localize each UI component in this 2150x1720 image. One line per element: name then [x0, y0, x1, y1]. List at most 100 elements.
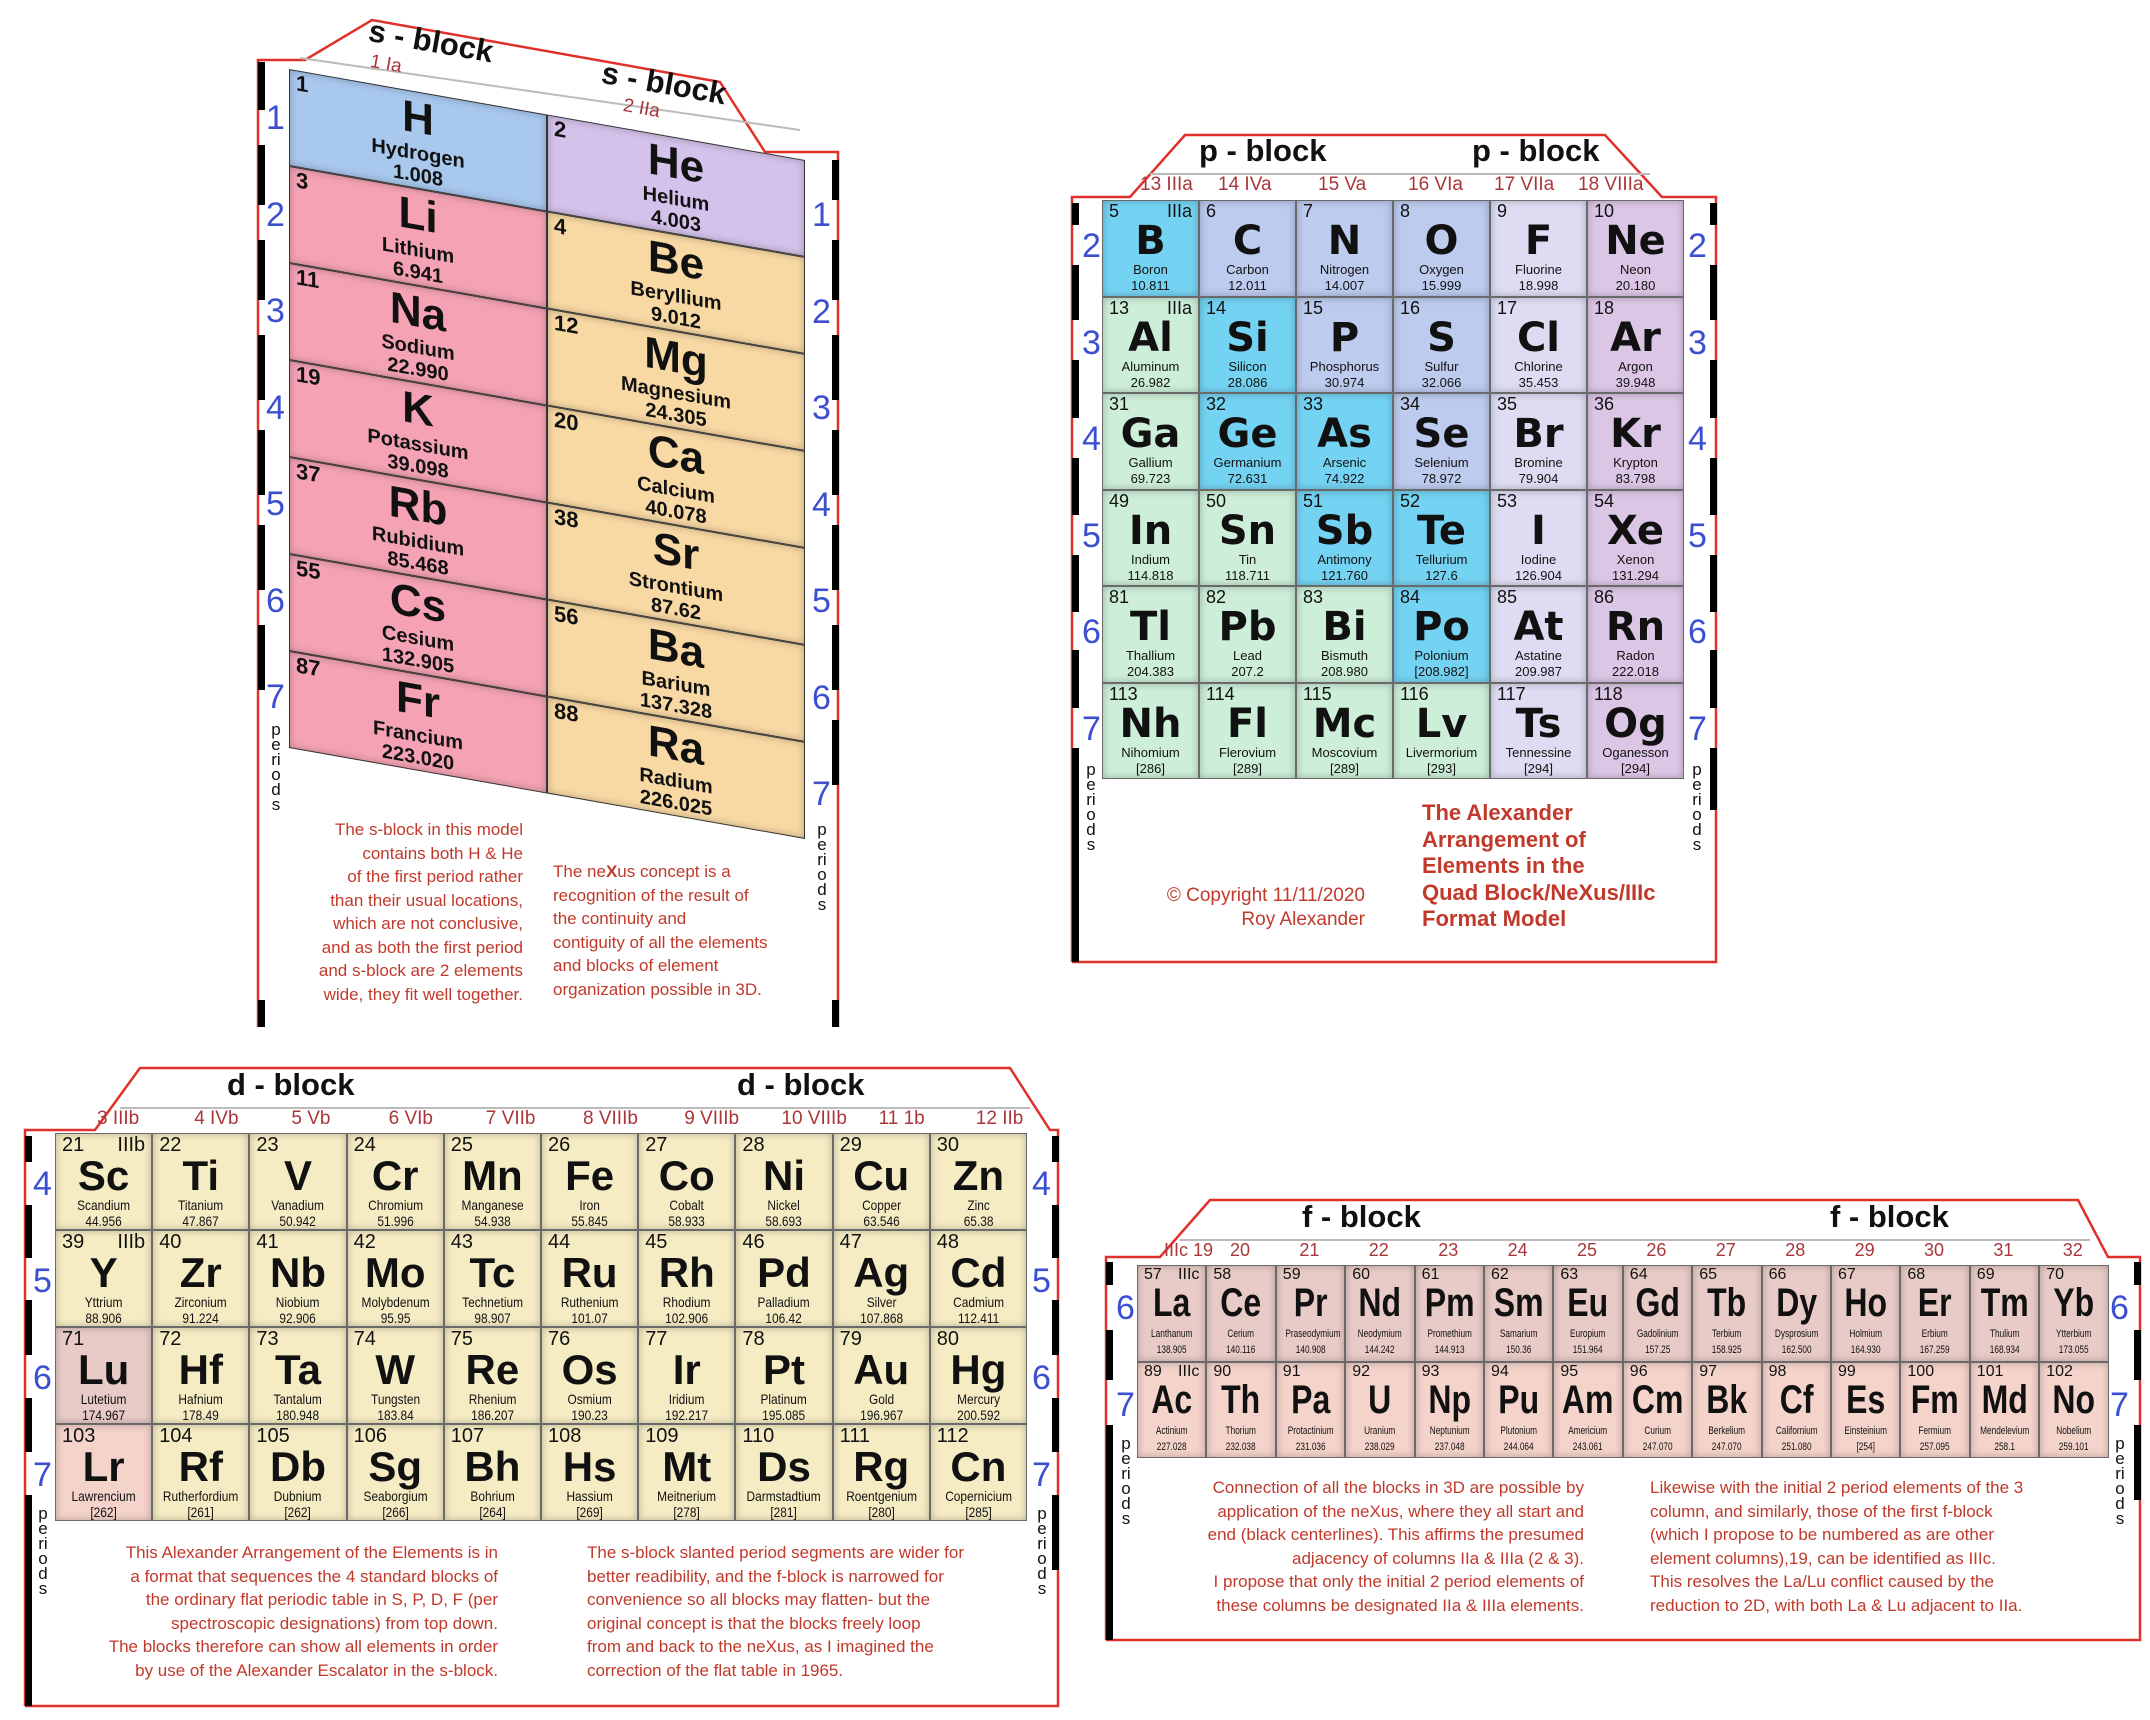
element-cell-no[interactable]: 102 No Nobelium 259.101 — [2039, 1361, 2109, 1458]
element-cell-yb[interactable]: 70 Yb Ytterbium 173.055 — [2039, 1265, 2109, 1362]
element-cell-ag[interactable]: 47 Ag Silver 107.868 — [832, 1230, 930, 1327]
element-cell-zn[interactable]: 30 Zn Zinc 65.38 — [929, 1133, 1027, 1230]
element-cell-ru[interactable]: 44 Ru Ruthenium 101.07 — [541, 1230, 639, 1327]
element-cell-eu[interactable]: 63 Eu Europium 151.964 — [1553, 1265, 1623, 1362]
element-cell-og[interactable]: 118 Og Oganesson [294] — [1587, 682, 1684, 779]
element-cell-pt[interactable]: 78 Pt Platinum 195.085 — [735, 1327, 833, 1424]
element-cell-ne[interactable]: 10 Ne Neon 20.180 — [1587, 200, 1684, 297]
element-cell-co[interactable]: 27 Co Cobalt 58.933 — [638, 1133, 736, 1230]
element-cell-nb[interactable]: 41 Nb Niobium 92.906 — [249, 1230, 347, 1327]
element-cell-xe[interactable]: 54 Xe Xenon 131.294 — [1587, 489, 1684, 586]
element-cell-rf[interactable]: 104 Rf Rutherfordium [261] — [152, 1424, 250, 1521]
element-cell-tm[interactable]: 69 Tm Thulium 168.934 — [1969, 1265, 2040, 1362]
element-cell-sn[interactable]: 50 Sn Tin 118.711 — [1199, 489, 1296, 586]
element-cell-rn[interactable]: 86 Rn Radon 222.018 — [1587, 586, 1684, 683]
element-cell-mt[interactable]: 109 Mt Meitnerium [278] — [638, 1424, 736, 1521]
element-cell-mc[interactable]: 115 Mc Moscovium [289] — [1296, 682, 1393, 779]
element-cell-sm[interactable]: 62 Sm Samarium 150.36 — [1484, 1265, 1554, 1362]
element-cell-hg[interactable]: 80 Hg Mercury 200.592 — [929, 1327, 1027, 1424]
element-cell-md[interactable]: 101 Md Mendelevium 258.1 — [1969, 1361, 2040, 1458]
element-cell-se[interactable]: 34 Se Selenium 78.972 — [1393, 393, 1490, 490]
element-cell-c[interactable]: 6 C Carbon 12.011 — [1199, 200, 1296, 297]
element-cell-bh[interactable]: 107 Bh Bohrium [264] — [443, 1424, 541, 1521]
element-cell-ce[interactable]: 58 Ce Cerium 140.116 — [1206, 1265, 1276, 1362]
element-cell-tb[interactable]: 65 Tb Terbium 158.925 — [1692, 1265, 1762, 1362]
element-cell-po[interactable]: 84 Po Polonium [208.982] — [1393, 586, 1490, 683]
element-cell-ge[interactable]: 32 Ge Germanium 72.631 — [1199, 393, 1296, 490]
element-cell-tl[interactable]: 81 Tl Thallium 204.383 — [1102, 586, 1199, 683]
element-cell-pm[interactable]: 61 Pm Promethium 144.913 — [1414, 1265, 1484, 1362]
element-cell-db[interactable]: 105 Db Dubnium [262] — [249, 1424, 347, 1521]
element-cell-te[interactable]: 52 Te Tellurium 127.6 — [1393, 489, 1490, 586]
element-cell-cl[interactable]: 17 Cl Chlorine 35.453 — [1490, 296, 1587, 393]
element-cell-in[interactable]: 49 In Indium 114.818 — [1102, 489, 1199, 586]
element-cell-f[interactable]: 9 F Fluorine 18.998 — [1490, 200, 1587, 297]
element-cell-tc[interactable]: 43 Tc Technetium 98.907 — [443, 1230, 541, 1327]
element-cell-am[interactable]: 95 Am Americium 243.061 — [1553, 1361, 1623, 1458]
element-cell-rg[interactable]: 111 Rg Roentgenium [280] — [832, 1424, 930, 1521]
element-cell-v[interactable]: 23 V Vanadium 50.942 — [249, 1133, 347, 1230]
element-cell-i[interactable]: 53 I Iodine 126.904 — [1490, 489, 1587, 586]
element-cell-cr[interactable]: 24 Cr Chromium 51.996 — [346, 1133, 444, 1230]
element-cell-fm[interactable]: 100 Fm Fermium 257.095 — [1900, 1361, 1970, 1458]
element-cell-ga[interactable]: 31 Ga Gallium 69.723 — [1102, 393, 1199, 490]
element-cell-ar[interactable]: 18 Ar Argon 39.948 — [1587, 296, 1684, 393]
element-cell-b[interactable]: 5 IIIa B Boron 10.811 — [1102, 200, 1199, 297]
element-cell-cn[interactable]: 112 Cn Copernicium [285] — [929, 1424, 1027, 1521]
element-cell-dy[interactable]: 66 Dy Dysprosium 162.500 — [1761, 1265, 1831, 1362]
element-cell-at[interactable]: 85 At Astatine 209.987 — [1490, 586, 1587, 683]
element-cell-rh[interactable]: 45 Rh Rhodium 102.906 — [638, 1230, 736, 1327]
element-cell-u[interactable]: 92 U Uranium 238.029 — [1345, 1361, 1415, 1458]
element-cell-o[interactable]: 8 O Oxygen 15.999 — [1393, 200, 1490, 297]
element-cell-cd[interactable]: 48 Cd Cadmium 112.411 — [929, 1230, 1027, 1327]
element-cell-bk[interactable]: 97 Bk Berkelium 247.070 — [1692, 1361, 1762, 1458]
element-cell-ti[interactable]: 22 Ti Titanium 47.867 — [152, 1133, 250, 1230]
element-cell-np[interactable]: 93 Np Neptunium 237.048 — [1414, 1361, 1484, 1458]
element-cell-s[interactable]: 16 S Sulfur 32.066 — [1393, 296, 1490, 393]
element-cell-ac[interactable]: 89 IIIc Ac Actinium 227.028 — [1137, 1361, 1207, 1458]
element-cell-mo[interactable]: 42 Mo Molybdenum 95.95 — [346, 1230, 444, 1327]
element-cell-nd[interactable]: 60 Nd Neodymium 144.242 — [1345, 1265, 1415, 1362]
element-cell-hs[interactable]: 108 Hs Hassium [269] — [541, 1424, 639, 1521]
element-cell-ni[interactable]: 28 Ni Nickel 58.693 — [735, 1133, 833, 1230]
element-cell-hf[interactable]: 72 Hf Hafnium 178.49 — [152, 1327, 250, 1424]
element-cell-er[interactable]: 68 Er Erbium 167.259 — [1900, 1265, 1970, 1362]
element-cell-n[interactable]: 7 N Nitrogen 14.007 — [1296, 200, 1393, 297]
element-cell-mn[interactable]: 25 Mn Manganese 54.938 — [443, 1133, 541, 1230]
element-cell-lv[interactable]: 116 Lv Livermorium [293] — [1393, 682, 1490, 779]
element-cell-sg[interactable]: 106 Sg Seaborgium [266] — [346, 1424, 444, 1521]
element-cell-au[interactable]: 79 Au Gold 196.967 — [832, 1327, 930, 1424]
element-cell-es[interactable]: 99 Es Einsteinium [254] — [1831, 1361, 1901, 1458]
element-cell-al[interactable]: 13 IIIa Al Aluminum 26.982 — [1102, 296, 1199, 393]
element-cell-lu[interactable]: 71 Lu Lutetium 174.967 — [55, 1327, 153, 1424]
element-cell-nh[interactable]: 113 Nh Nihomium [286] — [1102, 682, 1199, 779]
element-cell-pb[interactable]: 82 Pb Lead 207.2 — [1199, 586, 1296, 683]
element-cell-pa[interactable]: 91 Pa Protactinium 231.036 — [1275, 1361, 1346, 1458]
element-cell-fl[interactable]: 114 Fl Flerovium [289] — [1199, 682, 1296, 779]
element-cell-sc[interactable]: 21 IIIb Sc Scandium 44.956 — [55, 1133, 153, 1230]
element-cell-ds[interactable]: 110 Ds Darmstadtium [281] — [735, 1424, 833, 1521]
element-cell-ts[interactable]: 117 Ts Tennessine [294] — [1490, 682, 1587, 779]
element-cell-cm[interactable]: 96 Cm Curium 247.070 — [1622, 1361, 1693, 1458]
element-cell-fe[interactable]: 26 Fe Iron 55.845 — [541, 1133, 639, 1230]
element-cell-ta[interactable]: 73 Ta Tantalum 180.948 — [249, 1327, 347, 1424]
element-cell-si[interactable]: 14 Si Silicon 28.086 — [1199, 296, 1296, 393]
element-cell-ho[interactable]: 67 Ho Holmium 164.930 — [1831, 1265, 1901, 1362]
element-cell-sb[interactable]: 51 Sb Antimony 121.760 — [1296, 489, 1393, 586]
element-cell-w[interactable]: 74 W Tungsten 183.84 — [346, 1327, 444, 1424]
element-cell-gd[interactable]: 64 Gd Gadolinium 157.25 — [1622, 1265, 1693, 1362]
element-cell-br[interactable]: 35 Br Bromine 79.904 — [1490, 393, 1587, 490]
element-cell-lr[interactable]: 103 Lr Lawrencium [262] — [55, 1424, 153, 1521]
element-cell-pu[interactable]: 94 Pu Plutonium 244.064 — [1484, 1361, 1554, 1458]
element-cell-th[interactable]: 90 Th Thorium 232.038 — [1206, 1361, 1276, 1458]
element-cell-as[interactable]: 33 As Arsenic 74.922 — [1296, 393, 1393, 490]
element-cell-cf[interactable]: 98 Cf Californium 251.080 — [1761, 1361, 1831, 1458]
element-cell-pr[interactable]: 59 Pr Praseodymium 140.908 — [1275, 1265, 1346, 1362]
element-cell-ir[interactable]: 77 Ir Iridium 192.217 — [638, 1327, 736, 1424]
element-cell-p[interactable]: 15 P Phosphorus 30.974 — [1296, 296, 1393, 393]
element-cell-kr[interactable]: 36 Kr Krypton 83.798 — [1587, 393, 1684, 490]
element-cell-re[interactable]: 75 Re Rhenium 186.207 — [443, 1327, 541, 1424]
element-cell-la[interactable]: 57 IIIc La Lanthanum 138.905 — [1137, 1265, 1207, 1362]
element-cell-os[interactable]: 76 Os Osmium 190.23 — [541, 1327, 639, 1424]
element-cell-pd[interactable]: 46 Pd Palladium 106.42 — [735, 1230, 833, 1327]
